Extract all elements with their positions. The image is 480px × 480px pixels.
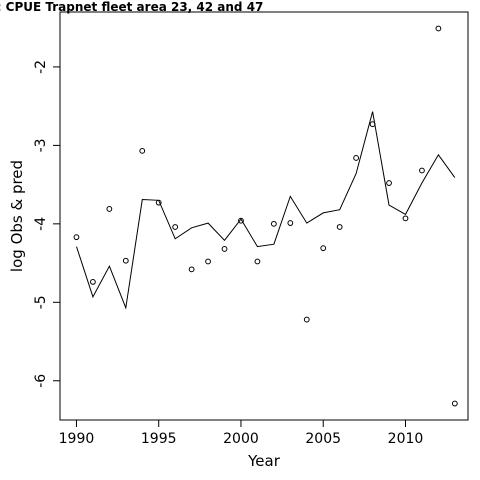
- x-axis: 1990 1995 2000 2005 2010: [59, 420, 424, 447]
- x-tick-label: 2005: [305, 431, 341, 447]
- observed-point: [270, 220, 277, 227]
- observed-point: [122, 257, 129, 264]
- observed-point: [221, 246, 228, 252]
- series-layer: [73, 25, 458, 407]
- y-tick-label: -2: [33, 60, 49, 74]
- observed-point: [139, 147, 146, 154]
- observed-point: [320, 245, 327, 252]
- observed-point: [287, 220, 294, 226]
- observed-point: [303, 316, 310, 323]
- observed-point: [451, 400, 458, 407]
- x-tick-label: 2010: [388, 431, 424, 447]
- observed-point: [172, 224, 179, 230]
- y-tick-label: -4: [33, 217, 49, 231]
- y-tick-label: -3: [33, 138, 49, 152]
- observed-point: [188, 266, 195, 273]
- observed-point: [419, 167, 425, 174]
- observed-point: [238, 217, 244, 224]
- y-axis: -6 -5 -4 -3 -2: [33, 60, 60, 388]
- observed-point: [73, 234, 80, 241]
- x-tick-label: 1995: [141, 431, 177, 447]
- observed-point: [336, 224, 343, 230]
- observed-point: [386, 180, 392, 186]
- x-axis-label: Year: [247, 452, 281, 470]
- observed-point: [205, 258, 211, 265]
- observed-point: [435, 25, 442, 32]
- plot-frame: [59, 11, 469, 421]
- predicted-line: [76, 111, 456, 310]
- y-axis-label: log Obs & pred: [8, 160, 26, 272]
- observed-point: [402, 215, 409, 222]
- x-tick-label: 2000: [223, 431, 259, 447]
- chart-title: 03: CPUE Trapnet fleet area 23, 42 and 4…: [0, 0, 263, 14]
- observed-point: [353, 155, 360, 161]
- x-tick-label: 1990: [59, 431, 95, 447]
- observed-point: [106, 206, 113, 212]
- observed-point: [90, 279, 96, 285]
- y-tick-label: -5: [33, 295, 49, 309]
- observed-point: [254, 258, 261, 265]
- y-tick-label: -6: [33, 374, 49, 388]
